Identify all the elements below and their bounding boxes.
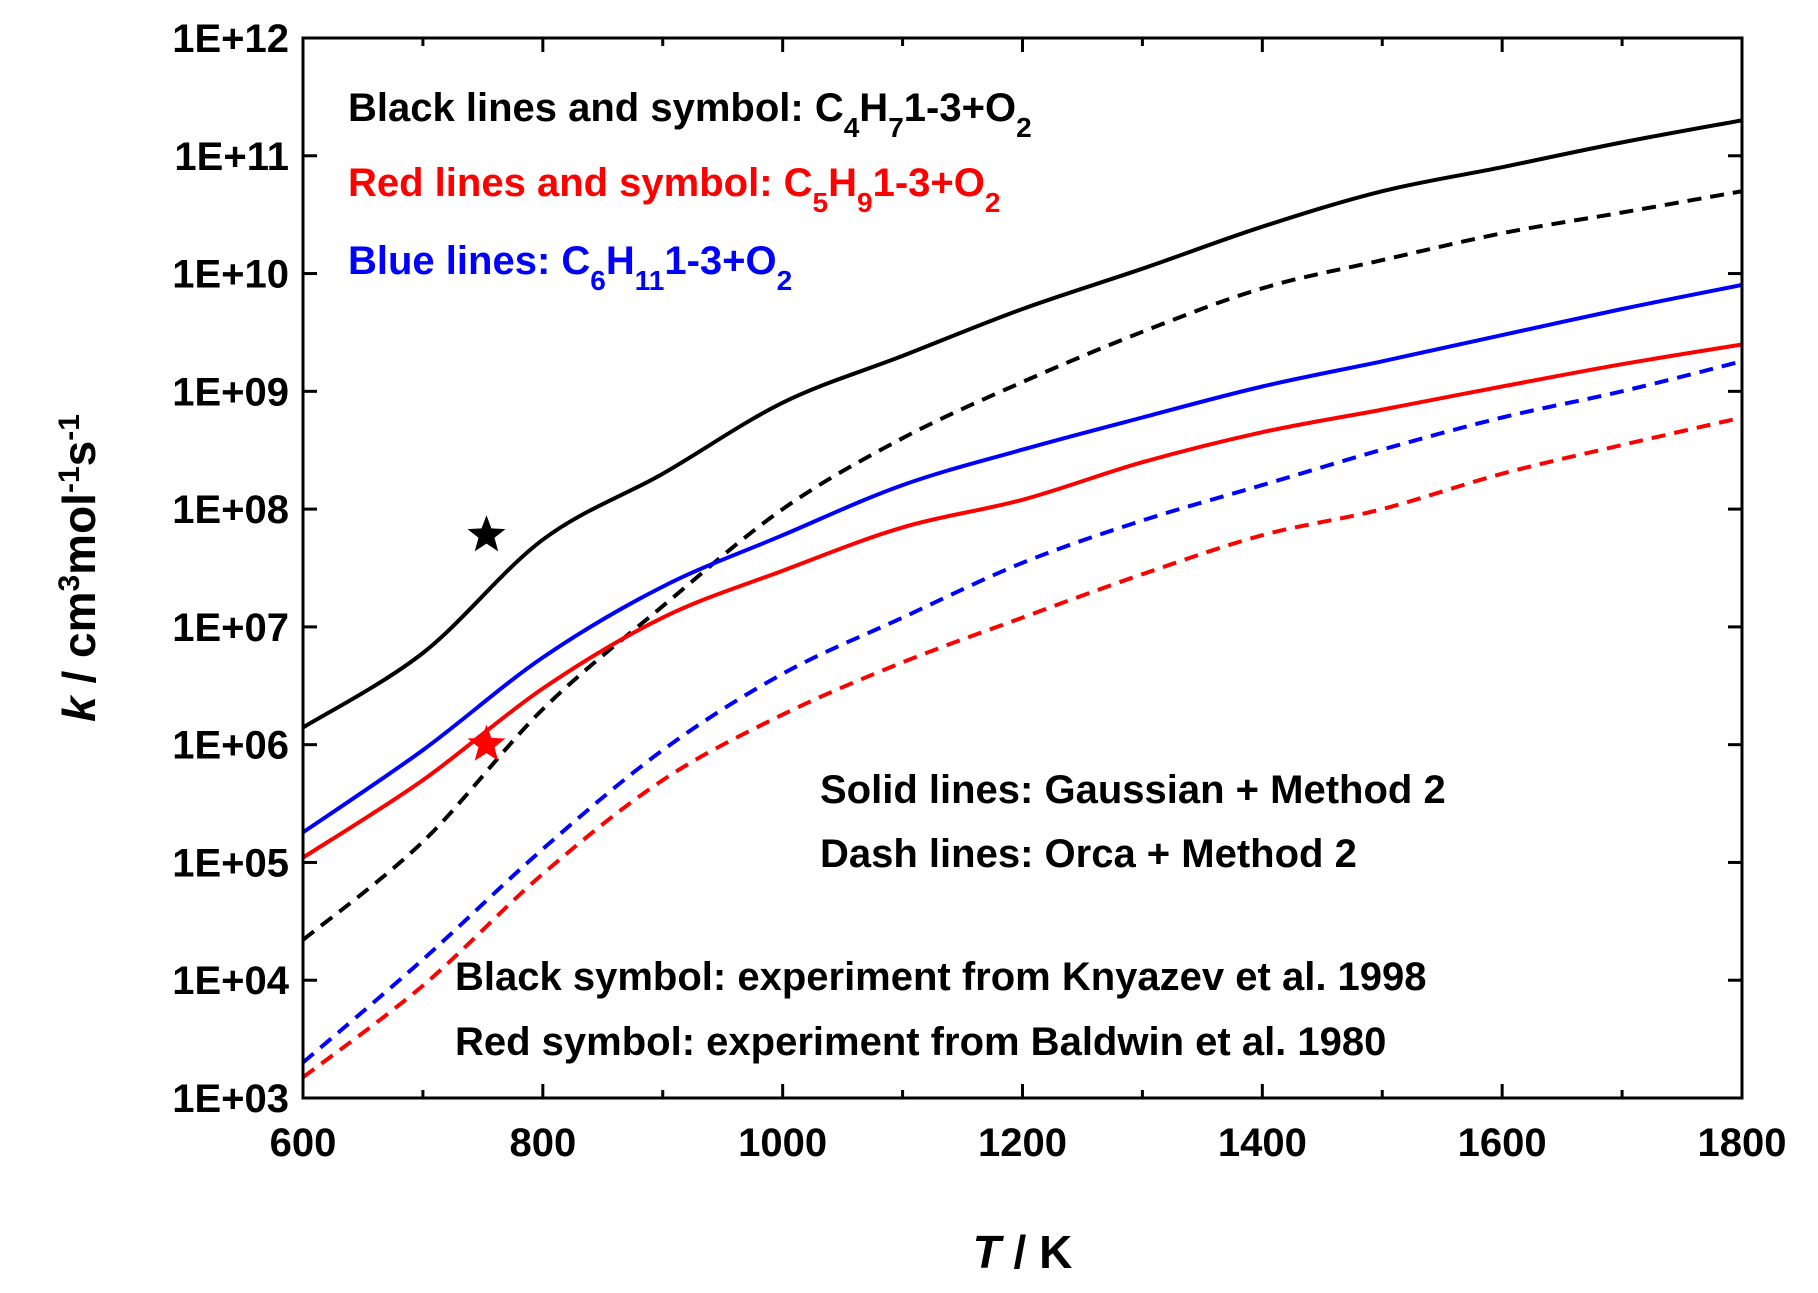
legend-subscript: 2 <box>1016 112 1032 143</box>
annotation-text: Dash lines: Orca + Method 2 <box>820 832 1357 876</box>
legend-entry: Blue lines: C6H111-3+O2 <box>348 239 792 296</box>
y-axis-unit-superscript: 3 <box>53 575 86 592</box>
y-tick-label: 1E+06 <box>172 724 289 768</box>
series-group <box>303 118 1742 1079</box>
legend-subscript: 11 <box>635 265 665 296</box>
y-tick-label: 1E+09 <box>172 370 289 414</box>
experiment-star-marker <box>467 724 506 761</box>
legend-text-part: C <box>815 86 844 130</box>
y-tick-label: 1E+12 <box>172 17 289 61</box>
legend-text-part: Blue lines: <box>348 239 561 283</box>
y-tick-label: 1E+07 <box>172 606 289 650</box>
x-tick-label: 800 <box>509 1121 576 1165</box>
x-axis-title: T / K <box>973 1226 1073 1278</box>
legend-subscript: 6 <box>590 265 606 296</box>
annotation-text: Solid lines: Gaussian + Method 2 <box>820 768 1446 812</box>
y-axis-unit-superscript: -1 <box>53 466 86 493</box>
legend-subscript: 4 <box>844 112 860 143</box>
y-tick-label: 1E+03 <box>172 1077 289 1121</box>
legend-subscript: 2 <box>985 187 1001 218</box>
x-tick-label: 1800 <box>1698 1121 1787 1165</box>
annotations: Solid lines: Gaussian + Method 2 Dash lin… <box>455 768 1446 1064</box>
series-line <box>303 415 1742 1079</box>
series-line <box>303 189 1742 942</box>
x-axis-unit: / K <box>1001 1226 1073 1278</box>
series-line <box>303 359 1742 1065</box>
series-line <box>303 283 1742 835</box>
x-tick-label: 1600 <box>1458 1121 1547 1165</box>
y-axis-symbol: k <box>53 694 105 722</box>
legend-subscript: 9 <box>857 187 873 218</box>
legend-text-part: H <box>859 86 888 130</box>
legend-entry: Black lines and symbol: C4H71-3+O2 <box>348 86 1032 143</box>
x-tick-label: 600 <box>270 1121 337 1165</box>
legend-text-part: 1-3+O <box>873 161 985 205</box>
series-line <box>303 342 1742 860</box>
y-axis-unit-part: s <box>53 441 105 467</box>
legend-entry: Red lines and symbol: C5H91-3+O2 <box>348 161 1000 218</box>
x-axis: 600 800 1000 1200 1400 1600 1800 <box>270 38 1787 1165</box>
legend-subscript: 5 <box>813 187 829 218</box>
y-tick-label: 1E+05 <box>172 841 289 885</box>
y-tick-label: 1E+04 <box>172 959 290 1003</box>
y-axis-title: k / cm3mol-1s-1 <box>53 414 106 722</box>
legend-subscript: 7 <box>888 112 904 143</box>
legend-text-part: Black lines and symbol: <box>348 86 815 130</box>
x-tick-label: 1000 <box>738 1121 827 1165</box>
y-axis-unit-superscript: -1 <box>53 414 86 441</box>
legend-subscript: 2 <box>777 265 793 296</box>
y-axis-unit-part: mol <box>53 493 105 575</box>
annotation-text: Red symbol: experiment from Baldwin et a… <box>455 1020 1386 1064</box>
x-axis-symbol: T <box>973 1226 1005 1278</box>
legend-text-part: C <box>561 239 590 283</box>
y-tick-label: 1E+11 <box>174 135 289 179</box>
legend-text-part: H <box>828 161 857 205</box>
experiment-star-marker <box>467 515 506 552</box>
y-axis: 1E+03 1E+04 1E+05 1E+06 1E+07 1E+08 1E+09 1E+10… <box>172 17 1742 1121</box>
points-group <box>467 515 506 761</box>
y-tick-label: 1E+10 <box>172 253 289 297</box>
legend-text-part: C <box>784 161 813 205</box>
y-axis-unit-part: / cm <box>53 592 105 697</box>
legend-text-part: H <box>606 239 635 283</box>
x-tick-label: 1200 <box>978 1121 1067 1165</box>
y-tick-label: 1E+08 <box>172 488 289 532</box>
x-tick-label: 1400 <box>1218 1121 1307 1165</box>
series-line <box>303 118 1742 730</box>
legend-text-part: 1-3+O <box>904 86 1016 130</box>
legend-text-part: Red lines and symbol: <box>348 161 784 205</box>
annotation-text: Black symbol: experiment from Knyazev et… <box>455 955 1427 999</box>
legend-text-part: 1-3+O <box>664 239 776 283</box>
